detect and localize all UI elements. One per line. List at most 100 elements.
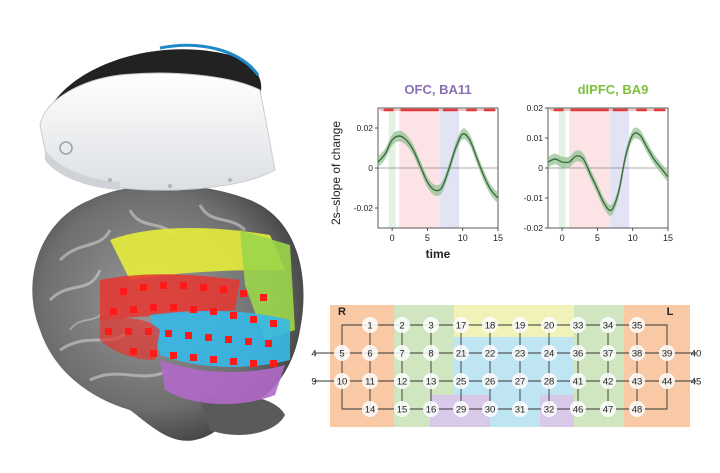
- channel-26: 26: [485, 377, 496, 388]
- x-tick-label: 15: [663, 233, 673, 243]
- x-tick-label: 5: [425, 233, 430, 243]
- channel-nodes: 1 2 3 17 18 19 20 33 34 354 5 6 7 8 21 22 23 24 36 37 38 39 40…: [311, 317, 701, 417]
- channel-23: 23: [515, 349, 526, 360]
- channel-29: 29: [456, 405, 467, 416]
- channel-node-bg: [512, 317, 528, 333]
- channel-node-bg: [629, 373, 645, 389]
- chart-ofc-ba11: OFC, BA11 0.02 0 -0.02 0 5 10 15 time: [354, 82, 503, 261]
- channel-32: 32: [544, 405, 555, 416]
- side-label-right-hemisphere: R: [338, 306, 346, 318]
- x-axis-label: time: [426, 247, 451, 261]
- y-axis-label: 2s–slope of change: [330, 121, 343, 225]
- channel-node-bg: [482, 345, 498, 361]
- channel-node-bg: [423, 317, 439, 333]
- y-tick-label: 0.01: [526, 133, 543, 143]
- channel-layout-svg: R L 1 2 3 17 18 19 20 33 34 354 5 6 7 8 21 22 23 24 36 37 38…: [311, 305, 701, 427]
- channel-25: 25: [456, 377, 467, 388]
- y-tick-label: 0: [368, 163, 373, 173]
- headset-device: [39, 43, 276, 191]
- channel-16: 16: [426, 405, 437, 416]
- brain-illustration-svg: [32, 43, 304, 441]
- channel-node-bg: [453, 345, 469, 361]
- channel-22: 22: [485, 349, 496, 360]
- channel-node-bg: [600, 401, 616, 417]
- channel-41: 41: [573, 377, 584, 388]
- channel-11: 11: [365, 377, 375, 388]
- channel-6: 6: [367, 349, 372, 360]
- channel-17: 17: [456, 321, 467, 332]
- channel-node-bg: [334, 373, 350, 389]
- y-tick-label: -0.01: [524, 193, 544, 203]
- connection-line: [341, 381, 370, 410]
- x-tick-label: 10: [628, 233, 638, 243]
- channel-node-bg: [334, 345, 350, 361]
- y-tick-label: -0.02: [524, 223, 544, 233]
- charts-svg: 2s–slope of change OFC, BA11 0.02 0 -0.02 0…: [329, 82, 673, 261]
- channel-node-bg: [570, 317, 586, 333]
- channel-node-bg: [423, 401, 439, 417]
- channel-28: 28: [544, 377, 555, 388]
- channel-10: 10: [337, 377, 348, 388]
- channel-node-bg: [394, 345, 410, 361]
- channel-node-bg: [453, 317, 469, 333]
- channel-44: 44: [662, 377, 673, 388]
- x-tick-label: 5: [595, 233, 600, 243]
- channel-node-bg: [600, 317, 616, 333]
- channel-42: 42: [603, 377, 614, 388]
- confidence-band: [378, 128, 498, 204]
- channel-7: 7: [399, 349, 404, 360]
- x-tick-label: 0: [390, 233, 395, 243]
- channel-node-bg: [423, 373, 439, 389]
- channel-48: 48: [632, 405, 643, 416]
- channel-37: 37: [603, 349, 614, 360]
- channel-2: 2: [399, 321, 404, 332]
- channel-33: 33: [573, 321, 584, 332]
- channel-36: 36: [573, 349, 584, 360]
- channel-46: 46: [573, 405, 584, 416]
- y-tick-label: -0.02: [354, 203, 374, 213]
- channel-40: 40: [691, 349, 702, 360]
- channel-24: 24: [544, 349, 555, 360]
- channel-node-bg: [512, 345, 528, 361]
- channel-node-bg: [541, 317, 557, 333]
- channel-node-bg: [482, 317, 498, 333]
- channel-node-bg: [541, 401, 557, 417]
- channel-8: 8: [428, 349, 433, 360]
- channel-node-bg: [629, 401, 645, 417]
- channel-5: 5: [339, 349, 344, 360]
- channel-node-bg: [362, 317, 378, 333]
- channel-node-bg: [394, 401, 410, 417]
- connection-line: [341, 324, 370, 353]
- channel-node-bg: [394, 317, 410, 333]
- x-tick-label: 0: [560, 233, 565, 243]
- channel-34: 34: [603, 321, 614, 332]
- probe-markers: [105, 282, 277, 367]
- channel-node-bg: [600, 373, 616, 389]
- x-tick-label: 10: [458, 233, 468, 243]
- channel-14: 14: [365, 405, 376, 416]
- channel-19: 19: [515, 321, 526, 332]
- channel-35: 35: [632, 321, 643, 332]
- brain-headset-illustration: [0, 30, 330, 450]
- channel-node-bg: [659, 373, 675, 389]
- channel-18: 18: [485, 321, 496, 332]
- channel-node-bg: [600, 345, 616, 361]
- channel-node-bg: [362, 373, 378, 389]
- channel-9: 9: [311, 377, 316, 388]
- channel-node-bg: [482, 373, 498, 389]
- channel-27: 27: [515, 377, 526, 388]
- channel-45: 45: [691, 377, 702, 388]
- channel-node-bg: [362, 401, 378, 417]
- channel-node-bg: [362, 345, 378, 361]
- plot-area-ofc: 0.02 0 -0.02 0 5 10 15: [354, 107, 503, 243]
- channel-12: 12: [397, 377, 408, 388]
- chart-title-ofc: OFC, BA11: [404, 82, 471, 97]
- channel-47: 47: [603, 405, 614, 416]
- plot-area-dlpfc: 0.02 0.01 0 -0.01 -0.02 0 5 10 15: [524, 103, 673, 243]
- channel-node-bg: [453, 401, 469, 417]
- channel-node-bg: [541, 345, 557, 361]
- channel-node-bg: [629, 345, 645, 361]
- y-tick-label: 0.02: [356, 123, 373, 133]
- channel-39: 39: [662, 349, 673, 360]
- y-tick-label: 0.02: [526, 103, 543, 113]
